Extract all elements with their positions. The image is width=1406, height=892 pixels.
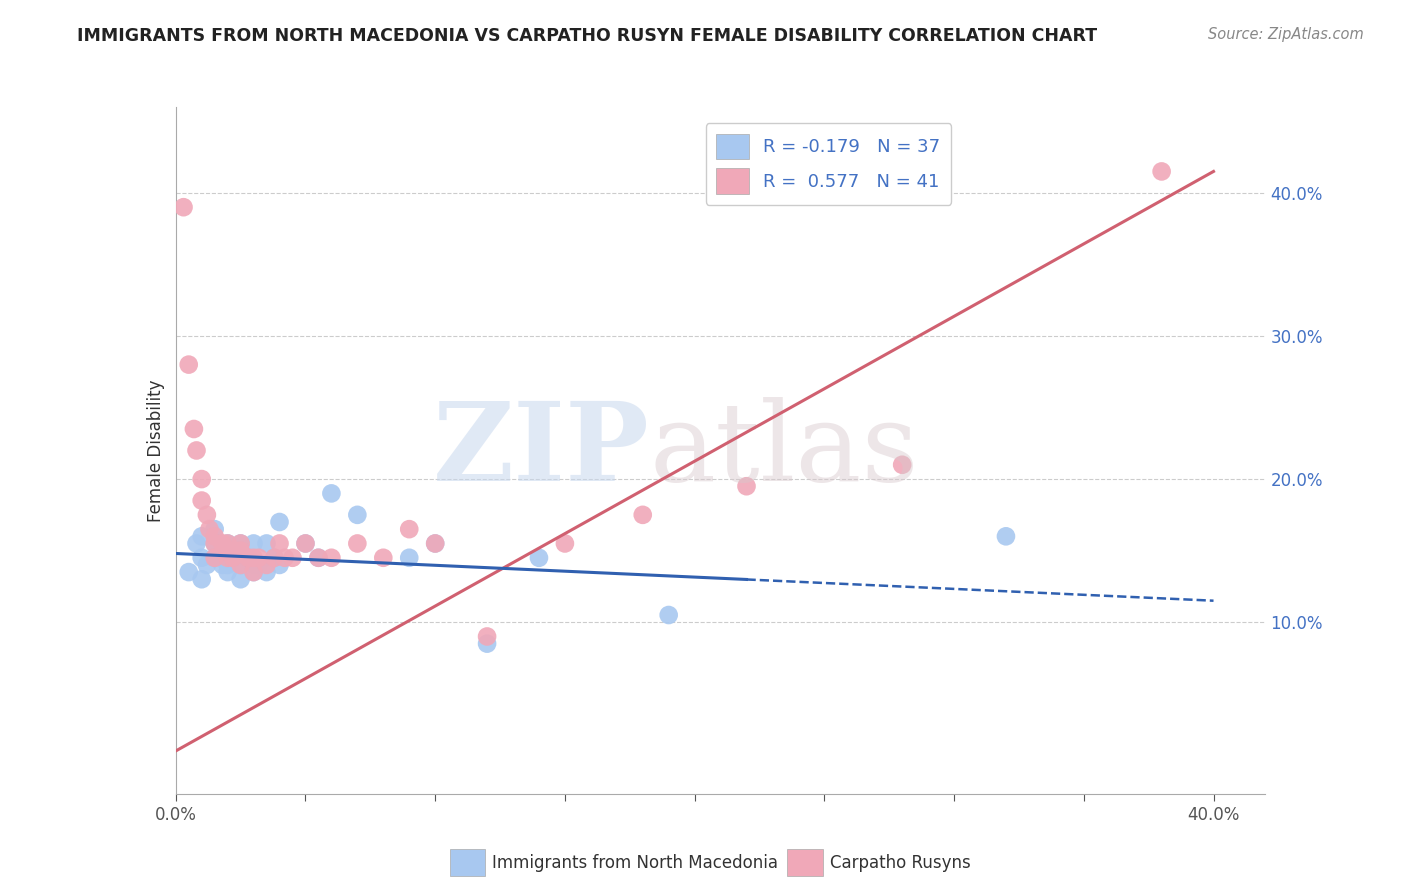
Point — [183, 422, 205, 436]
Point — [398, 550, 420, 565]
Point — [242, 565, 264, 579]
Point — [256, 558, 278, 572]
Text: Source: ZipAtlas.com: Source: ZipAtlas.com — [1208, 27, 1364, 42]
Point — [346, 508, 368, 522]
Point — [211, 536, 233, 550]
Point — [217, 536, 239, 550]
Point — [229, 543, 252, 558]
Point — [994, 529, 1017, 543]
Point — [198, 522, 221, 536]
Point — [195, 558, 218, 572]
Point — [321, 486, 343, 500]
Point — [1150, 164, 1173, 178]
Point — [294, 536, 316, 550]
Point — [222, 550, 245, 565]
Point — [177, 358, 200, 372]
Point — [658, 607, 681, 622]
Point — [425, 536, 447, 550]
Text: atlas: atlas — [650, 397, 920, 504]
Point — [891, 458, 914, 472]
Point — [229, 536, 252, 550]
Point — [269, 515, 291, 529]
Point — [242, 565, 264, 579]
Point — [177, 565, 200, 579]
Point — [190, 572, 212, 586]
Text: Immigrants from North Macedonia: Immigrants from North Macedonia — [492, 854, 778, 871]
Point — [321, 550, 343, 565]
Point — [425, 536, 447, 550]
Point — [173, 200, 195, 214]
Point — [190, 529, 212, 543]
Point — [190, 550, 212, 565]
Point — [186, 443, 208, 458]
Point — [238, 550, 260, 565]
Point — [204, 536, 226, 550]
Point — [186, 536, 208, 550]
Point — [307, 550, 329, 565]
Point — [204, 522, 226, 536]
Point — [211, 558, 233, 572]
Point — [263, 550, 285, 565]
Point — [190, 472, 212, 486]
Point — [229, 558, 252, 572]
Point — [263, 550, 285, 565]
Point — [217, 550, 239, 565]
Point — [204, 536, 226, 550]
Point — [229, 572, 252, 586]
Point — [373, 550, 395, 565]
Point — [242, 558, 264, 572]
Text: Carpatho Rusyns: Carpatho Rusyns — [830, 854, 970, 871]
Point — [631, 508, 654, 522]
Point — [195, 508, 218, 522]
Point — [217, 536, 239, 550]
Point — [217, 558, 239, 572]
Point — [274, 550, 297, 565]
Bar — [450, 849, 485, 876]
Point — [735, 479, 758, 493]
Point — [229, 536, 252, 550]
Point — [256, 536, 278, 550]
Point — [398, 522, 420, 536]
Point — [222, 550, 245, 565]
Point — [307, 550, 329, 565]
Point — [217, 565, 239, 579]
Point — [190, 493, 212, 508]
Y-axis label: Female Disability: Female Disability — [146, 379, 165, 522]
Point — [294, 536, 316, 550]
Bar — [787, 849, 823, 876]
Point — [242, 536, 264, 550]
Point — [247, 550, 270, 565]
Point — [204, 550, 226, 565]
Point — [217, 543, 239, 558]
Point — [269, 536, 291, 550]
Point — [475, 637, 498, 651]
Point — [281, 550, 304, 565]
Point — [527, 550, 550, 565]
Point — [238, 550, 260, 565]
Point — [256, 565, 278, 579]
Point — [229, 558, 252, 572]
Point — [247, 558, 270, 572]
Point — [346, 536, 368, 550]
Point — [204, 550, 226, 565]
Legend: R = -0.179   N = 37, R =  0.577   N = 41: R = -0.179 N = 37, R = 0.577 N = 41 — [706, 123, 952, 205]
Point — [475, 630, 498, 644]
Text: IMMIGRANTS FROM NORTH MACEDONIA VS CARPATHO RUSYN FEMALE DISABILITY CORRELATION : IMMIGRANTS FROM NORTH MACEDONIA VS CARPA… — [77, 27, 1098, 45]
Point — [242, 550, 264, 565]
Text: ZIP: ZIP — [433, 397, 650, 504]
Point — [554, 536, 576, 550]
Point — [269, 558, 291, 572]
Point — [204, 529, 226, 543]
